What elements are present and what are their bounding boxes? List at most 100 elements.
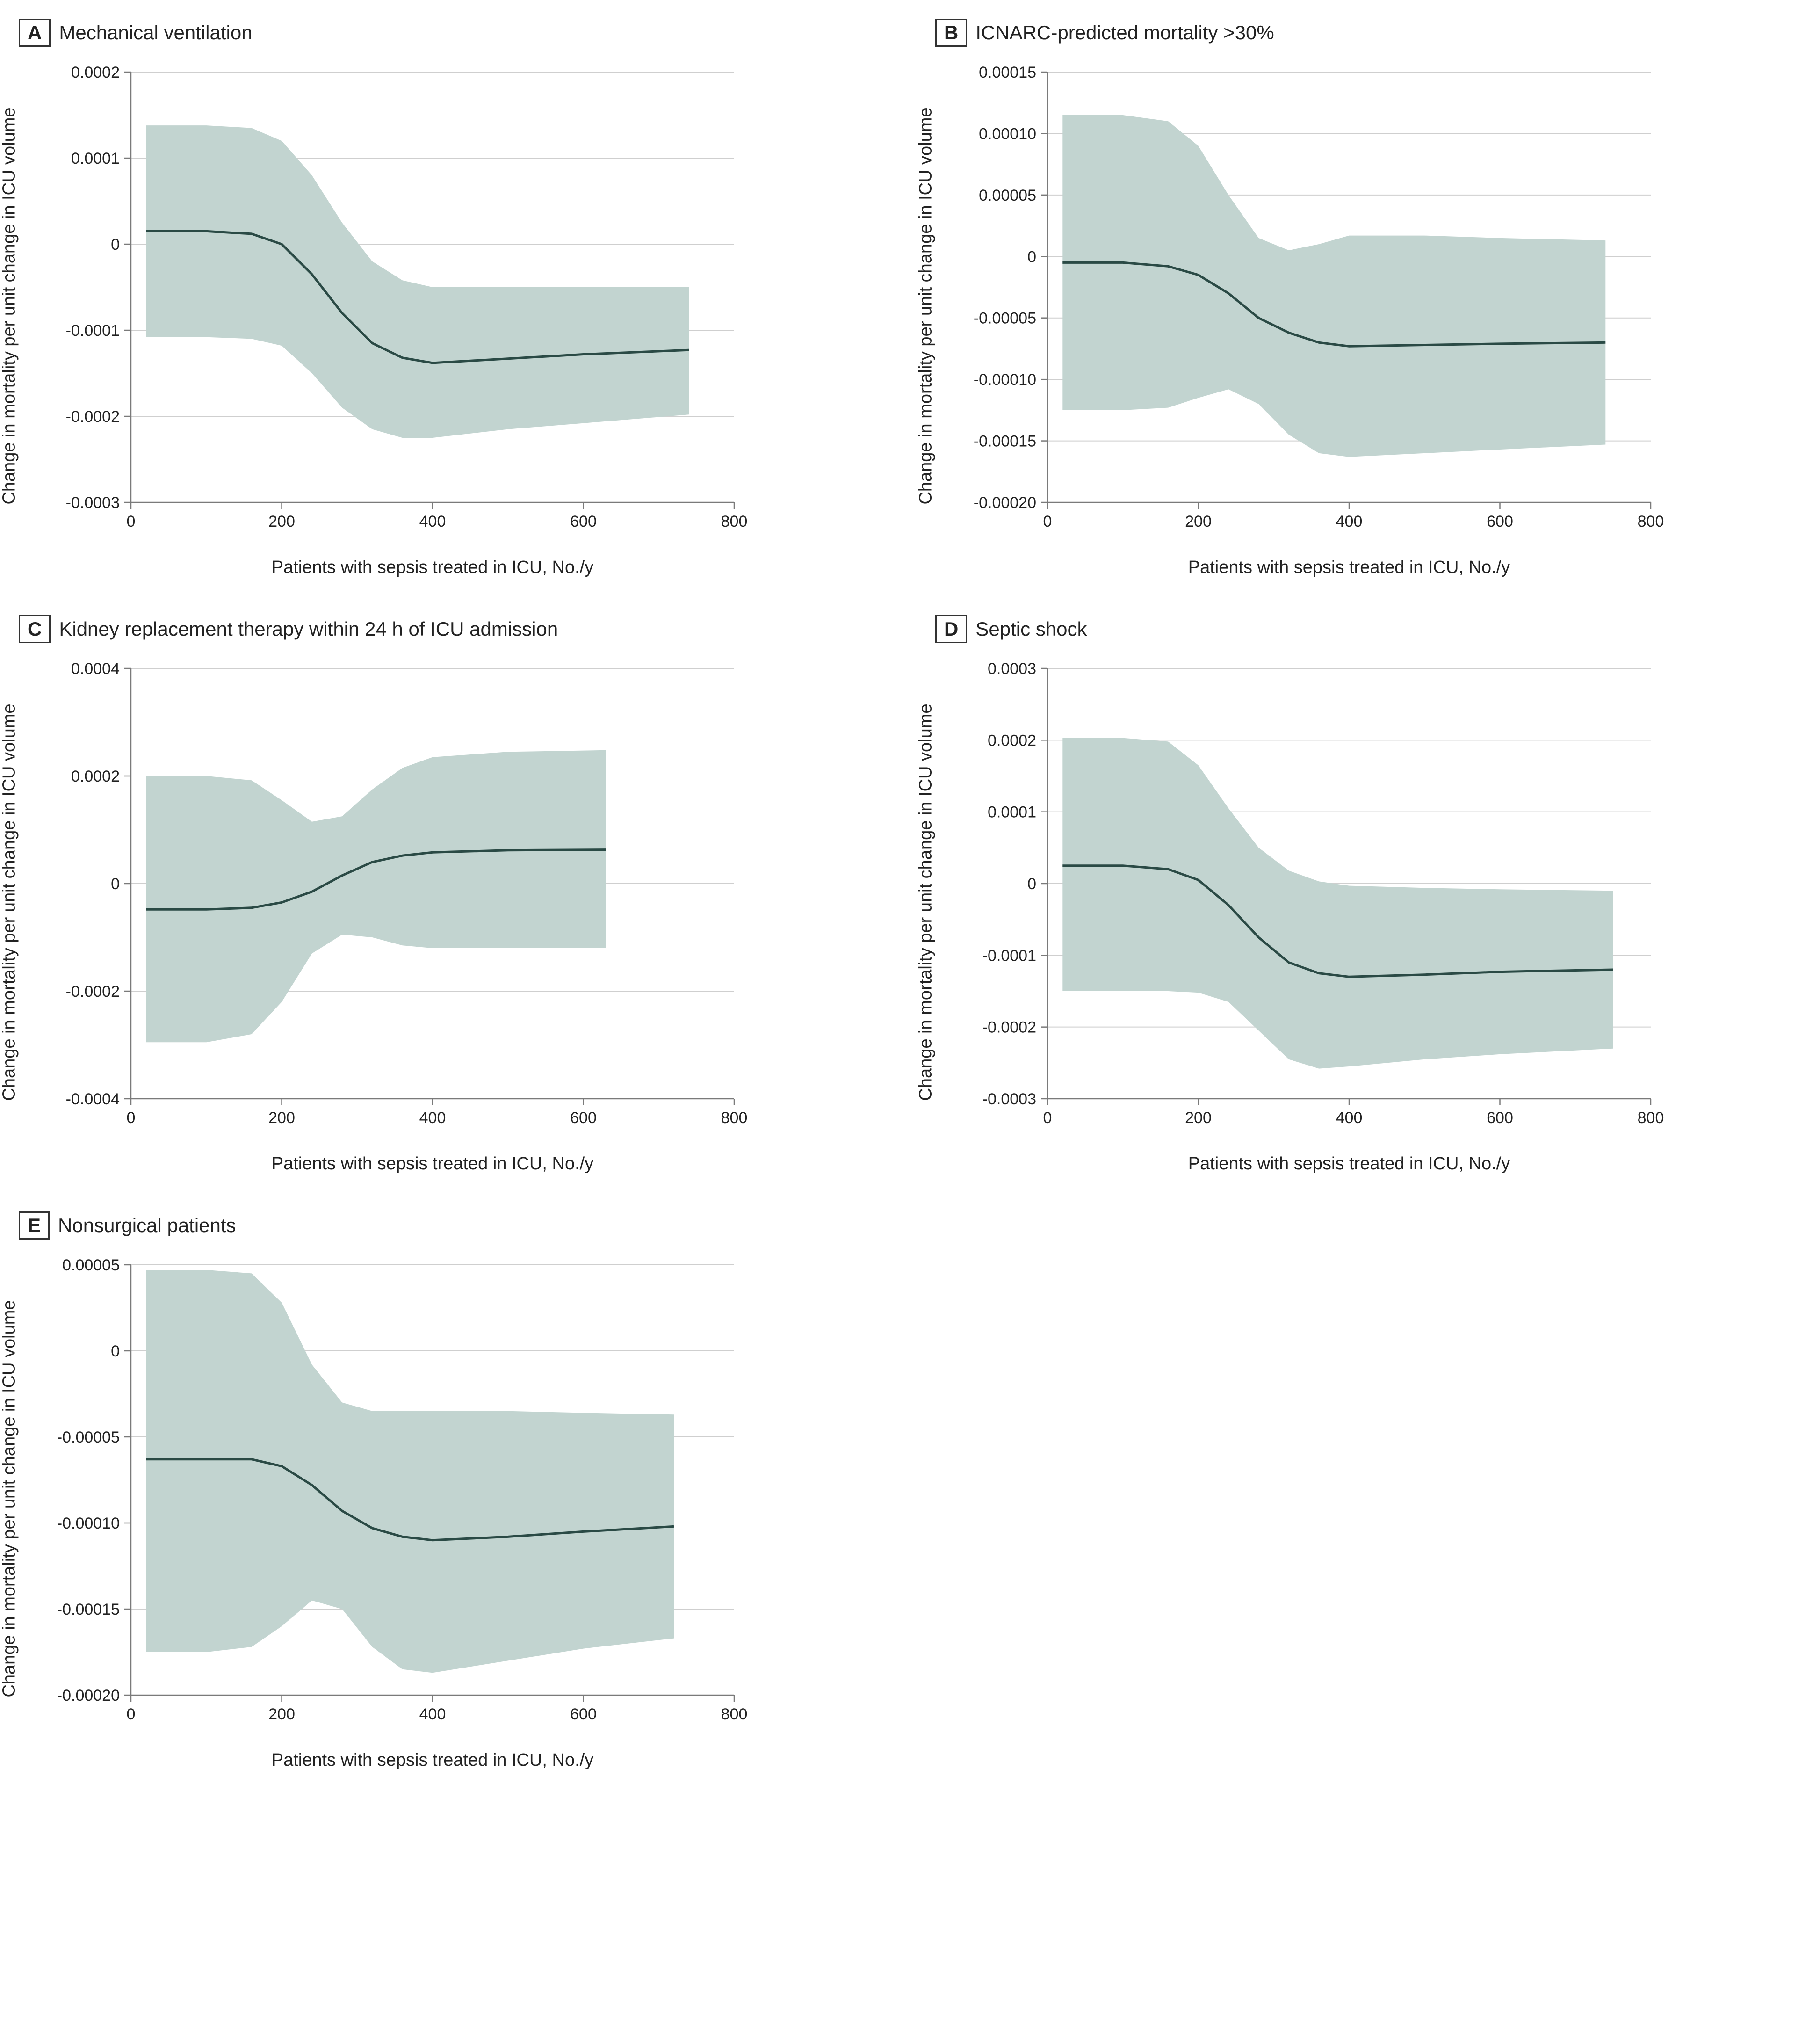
y-tick-label: -0.0003	[982, 1090, 1036, 1108]
chart-svg: -0.0003 -0.0002 -0.0001 0 0.0001 0.0002 0 200 40…	[19, 58, 748, 554]
panel-header: B ICNARC-predicted mortality >30%	[935, 19, 1796, 47]
confidence-band	[1062, 115, 1605, 457]
y-tick-label: 0.0002	[988, 732, 1036, 749]
chart-wrap: Change in mortality per unit change in I…	[19, 58, 879, 554]
y-tick-label: -0.0002	[982, 1019, 1036, 1037]
x-tick-label: 0	[127, 1705, 136, 1723]
x-tick-label: 0	[1043, 513, 1052, 530]
panel-letter: A	[19, 19, 51, 47]
x-tick-label: 200	[1185, 513, 1212, 530]
x-tick-label: 200	[268, 1109, 295, 1127]
x-tick-label: 800	[1638, 513, 1664, 530]
panel-header: E Nonsurgical patients	[19, 1211, 879, 1240]
y-tick-label: 0	[111, 1342, 120, 1360]
x-tick-label: 800	[721, 1705, 748, 1723]
y-tick-label: 0.0002	[71, 64, 120, 81]
x-axis-label: Patients with sepsis treated in ICU, No.…	[131, 1750, 734, 1770]
panel-title: Septic shock	[975, 618, 1087, 640]
panel-letter: E	[19, 1211, 50, 1240]
panel-header: D Septic shock	[935, 615, 1796, 643]
y-axis-label: Change in mortality per unit change in I…	[916, 107, 936, 504]
y-tick-label: 0	[111, 236, 120, 254]
y-tick-label: 0.0004	[71, 660, 120, 678]
y-axis-label: Change in mortality per unit change in I…	[0, 703, 20, 1101]
chart-wrap: Change in mortality per unit change in I…	[935, 58, 1796, 554]
confidence-band	[1062, 738, 1613, 1069]
y-tick-label: -0.0004	[66, 1090, 120, 1108]
y-tick-label: -0.0001	[66, 322, 120, 340]
y-tick-label: 0.0002	[71, 768, 120, 785]
y-tick-label: -0.00015	[57, 1601, 120, 1618]
panel-header: C Kidney replacement therapy within 24 h …	[19, 615, 879, 643]
y-tick-label: -0.00020	[974, 494, 1036, 512]
y-tick-label: -0.00015	[974, 433, 1036, 450]
panel-title: Kidney replacement therapy within 24 h o…	[59, 618, 558, 640]
y-tick-label: 0	[111, 875, 120, 893]
x-tick-label: 600	[570, 1705, 597, 1723]
panel-a: A Mechanical ventilation Change in mortali…	[19, 19, 879, 578]
chart-svg: -0.00020-0.00015-0.00010-0.0000500.00005…	[19, 1251, 748, 1747]
chart-wrap: Change in mortality per unit change in I…	[19, 654, 879, 1150]
x-tick-label: 400	[1336, 513, 1363, 530]
y-tick-label: 0.0001	[71, 150, 120, 167]
panel-title: Mechanical ventilation	[59, 22, 252, 44]
panel-c: C Kidney replacement therapy within 24 h …	[19, 615, 879, 1174]
confidence-band	[146, 125, 689, 438]
x-tick-label: 200	[268, 513, 295, 530]
x-axis-label: Patients with sepsis treated in ICU, No.…	[131, 1154, 734, 1174]
y-axis-label: Change in mortality per unit change in I…	[0, 107, 20, 504]
x-tick-label: 0	[127, 513, 136, 530]
x-tick-label: 600	[1487, 513, 1513, 530]
panel-header: A Mechanical ventilation	[19, 19, 879, 47]
x-tick-label: 600	[570, 1109, 597, 1127]
chart-wrap: Change in mortality per unit change in I…	[19, 1251, 879, 1747]
y-tick-label: -0.00020	[57, 1687, 120, 1704]
y-tick-label: 0.00005	[62, 1256, 120, 1274]
chart-svg: -0.00020 -0.00015 -0.00010 -0.00005 0 0.00005…	[935, 58, 1665, 554]
x-tick-label: 400	[1336, 1109, 1363, 1127]
y-tick-label: 0.0003	[988, 660, 1036, 678]
panel-letter: C	[19, 615, 51, 643]
confidence-band	[146, 750, 606, 1043]
y-axis-label: Change in mortality per unit change in I…	[916, 703, 936, 1101]
y-tick-label: 0	[1027, 248, 1036, 266]
y-tick-label: 0.0001	[988, 804, 1036, 821]
x-tick-label: 400	[419, 513, 446, 530]
panel-title: Nonsurgical patients	[58, 1214, 236, 1237]
x-tick-label: 200	[1185, 1109, 1212, 1127]
panel-d: D Septic shock Change in mortality per uni…	[935, 615, 1796, 1174]
y-tick-label: 0	[1027, 875, 1036, 893]
x-tick-label: 600	[570, 513, 597, 530]
chart-svg: -0.0003 -0.0002 -0.0001 0 0.0001 0.0002 0.0003…	[935, 654, 1665, 1150]
y-tick-label: -0.00010	[974, 371, 1036, 389]
x-tick-label: 200	[268, 1705, 295, 1723]
y-tick-label: -0.0003	[66, 494, 120, 512]
y-tick-label: -0.0001	[982, 947, 1036, 964]
y-tick-label: 0.00005	[979, 187, 1036, 204]
chart-svg: -0.0004 -0.0002 0 0.0002 0.0004 0 200 400 600 800	[19, 654, 748, 1150]
x-tick-label: 0	[1043, 1109, 1052, 1127]
confidence-band	[146, 1270, 674, 1673]
y-tick-label: -0.00005	[57, 1428, 120, 1446]
x-tick-label: 400	[419, 1109, 446, 1127]
x-tick-label: 800	[1638, 1109, 1664, 1127]
x-axis-label: Patients with sepsis treated in ICU, No.…	[1047, 1154, 1651, 1174]
panel-b: B ICNARC-predicted mortality >30% Change i…	[935, 19, 1796, 578]
chart-wrap: Change in mortality per unit change in I…	[935, 654, 1796, 1150]
x-tick-label: 0	[127, 1109, 136, 1127]
x-tick-label: 400	[419, 1705, 446, 1723]
panel-title: ICNARC-predicted mortality >30%	[975, 22, 1274, 44]
panel-letter: B	[935, 19, 967, 47]
x-axis-label: Patients with sepsis treated in ICU, No.…	[131, 558, 734, 578]
panel-letter: D	[935, 615, 967, 643]
x-tick-label: 800	[721, 513, 748, 530]
x-axis-label: Patients with sepsis treated in ICU, No.…	[1047, 558, 1651, 578]
y-tick-label: 0.00010	[979, 125, 1036, 143]
x-tick-label: 800	[721, 1109, 748, 1127]
y-tick-label: -0.00005	[974, 310, 1036, 327]
y-tick-label: 0.00015	[979, 64, 1036, 81]
panel-e: E Nonsurgical patients Change in mortality…	[19, 1211, 879, 1770]
y-tick-label: -0.0002	[66, 408, 120, 426]
y-tick-label: -0.0002	[66, 983, 120, 1001]
x-tick-label: 600	[1487, 1109, 1513, 1127]
